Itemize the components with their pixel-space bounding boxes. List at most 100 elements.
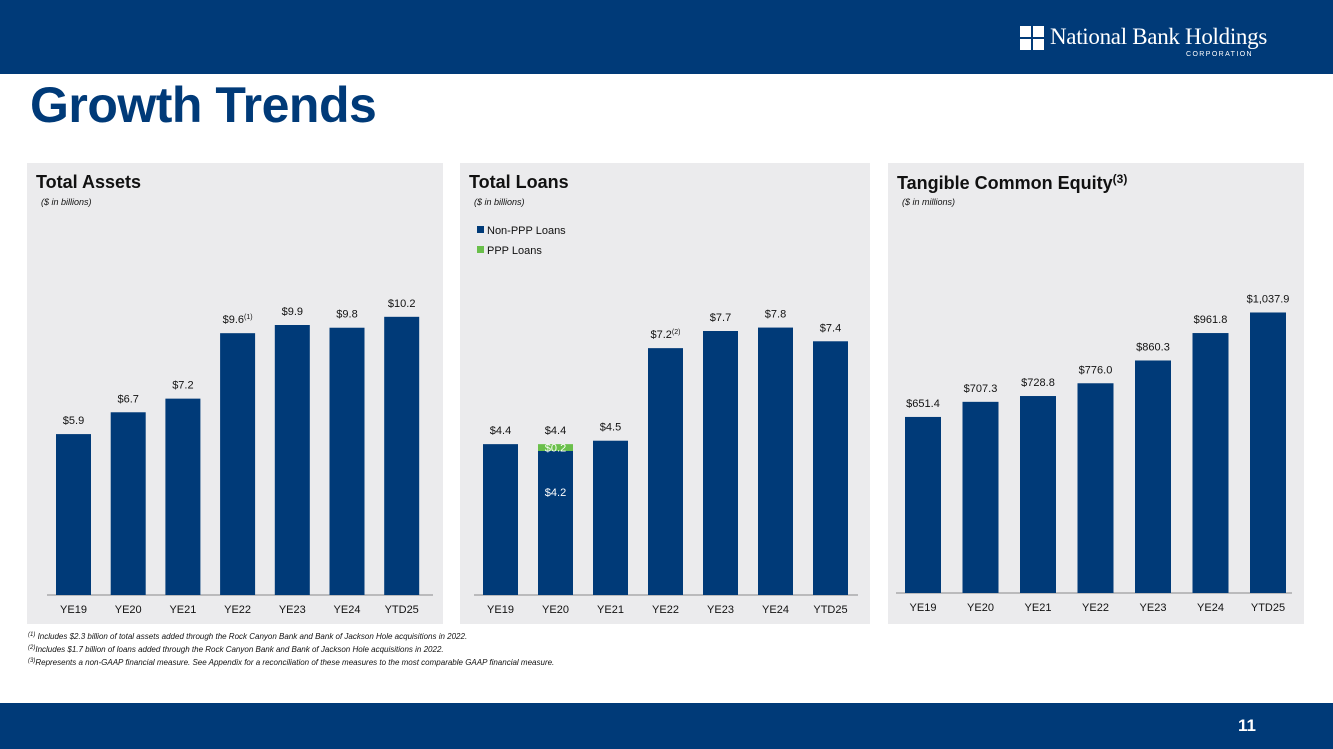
bar-total-label-ye24: $7.8 (765, 309, 786, 321)
bar-ye24 (329, 327, 365, 595)
x-tick-label-ye23: YE23 (279, 604, 306, 616)
total-loans-subtitle: ($ in billions) (474, 197, 525, 207)
total-assets-panel: Total Assets ($ in billions) $5.9 YE19 $6.… (27, 163, 443, 624)
footnote-3: (3)Represents a non-GAAP financial measu… (28, 658, 554, 671)
bar-ytd25 (1250, 312, 1286, 593)
logo-text: National Bank Holdings (1050, 24, 1267, 49)
x-tick-label-ye22: YE22 (652, 604, 679, 616)
bar-non-ppp-ye22 (648, 348, 683, 595)
bar-value-label-ye21: $728.8 (1021, 377, 1055, 389)
bar-value-label-ytd25: $1,037.9 (1247, 293, 1290, 305)
total-assets-title: Total Assets (36, 172, 142, 192)
tce-chart: $651.4 YE19 $707.3 YE20 $728.8 YE21 $776.0 YE22… (896, 293, 1292, 614)
x-tick-label-ye19: YE19 (910, 602, 937, 614)
legend-item-ppp: PPP Loans (477, 245, 566, 265)
legend-label-non-ppp: Non-PPP Loans (487, 225, 566, 237)
x-tick-label-ye22: YE22 (224, 604, 251, 616)
footnote-3-text: Represents a non-GAAP financial measure.… (35, 658, 555, 667)
bar-total-label-ye19: $4.4 (490, 425, 511, 437)
x-tick-label-ytd25: YTD25 (385, 604, 419, 616)
footnote-1-text: Includes $2.3 billion of total assets ad… (35, 632, 468, 641)
segment-label-ppp-ye20: $0.2 (545, 443, 566, 455)
x-tick-label-ye20: YE20 (967, 602, 994, 614)
total-loans-title: Total Loans (469, 172, 569, 192)
x-tick-label-ye24: YE24 (762, 604, 789, 616)
total-assets-subtitle: ($ in billions) (41, 197, 92, 207)
bar-ytd25 (384, 316, 420, 595)
total-loans-chart: $4.4 YE19 $4.4 YE20 $4.5 YE21 $7.2(2) YE22 $7.7 Y… (474, 309, 858, 616)
bar-non-ppp-ye21 (593, 440, 628, 595)
bar-total-label-ye20: $4.4 (545, 425, 566, 437)
tangible-common-equity-panel: Tangible Common Equity(3) ($ in millions… (888, 163, 1304, 624)
bar-total-label-ye21: $4.5 (600, 422, 621, 434)
x-tick-label-ye21: YE21 (597, 604, 624, 616)
x-tick-label-ytd25: YTD25 (813, 604, 847, 616)
footnote-1-mark: (1) (28, 632, 36, 638)
footer-band (0, 703, 1333, 749)
bar-ye19 (56, 434, 91, 595)
x-tick-label-ye21: YE21 (1025, 602, 1052, 614)
x-tick-label-ye22: YE22 (1082, 602, 1109, 614)
bar-value-label-ye22: $776.0 (1079, 364, 1113, 376)
bar-ye21 (1020, 396, 1056, 593)
total-loans-panel: Total Loans ($ in billions) Non-PPP Loan… (460, 163, 870, 624)
x-tick-label-ye20: YE20 (115, 604, 142, 616)
bar-ye23 (1135, 360, 1171, 593)
bar-value-label-ye19: $5.9 (63, 415, 84, 427)
bar-value-label-ye23: $9.9 (282, 306, 303, 318)
tce-title-text: Tangible Common Equity (897, 173, 1113, 193)
bar-value-label-ye20: $707.3 (964, 383, 998, 395)
bar-ppp-ye20 (538, 444, 573, 451)
total-assets-chart: $5.9 YE19 $6.7 YE20 $7.2 YE21 $9.6(1) YE22 $9.9 Y… (47, 298, 433, 616)
bar-non-ppp-ytd25 (813, 341, 848, 595)
header-band: National Bank Holdings CORPORATION (0, 0, 1333, 74)
tce-subtitle: ($ in millions) (902, 197, 956, 207)
bar-total-label-ytd25: $7.4 (820, 322, 841, 334)
bar-total-label-ye22: $7.2(2) (651, 329, 681, 341)
bar-value-label-ye20: $6.7 (117, 393, 138, 405)
bar-ye20 (110, 412, 146, 595)
bar-value-label-ye21: $7.2 (172, 380, 193, 392)
bar-value-label-ytd25: $10.2 (388, 298, 416, 310)
legend-item-non-ppp: Non-PPP Loans (477, 225, 566, 245)
page-number: 11 (1238, 716, 1256, 735)
bar-ye23 (274, 325, 310, 595)
total-loans-legend: Non-PPP Loans PPP Loans (477, 225, 566, 265)
bar-non-ppp-ye23 (703, 331, 738, 595)
x-tick-label-ye23: YE23 (1140, 602, 1167, 614)
bar-value-label-ye24: $961.8 (1194, 314, 1228, 326)
x-tick-label-ye24: YE24 (1197, 602, 1224, 614)
bar-value-label-ye19: $651.4 (906, 398, 940, 410)
logo-squares-icon (1020, 26, 1044, 50)
bar-non-ppp-ye24 (758, 327, 793, 595)
x-tick-label-ye20: YE20 (542, 604, 569, 616)
legend-swatch-ppp (477, 246, 484, 253)
bar-total-label-ye23: $7.7 (710, 312, 731, 324)
bar-value-label-ye24: $9.8 (336, 309, 357, 321)
footnote-2-mark: (2) (28, 645, 36, 651)
x-tick-label-ye24: YE24 (334, 604, 361, 616)
bar-non-ppp-ye20 (538, 451, 573, 595)
footnote-2: (2)Includes $1.7 billion of loans added … (28, 645, 554, 658)
bar-ye20 (962, 401, 999, 593)
footnote-1: (1) Includes $2.3 billion of total asset… (28, 632, 554, 645)
legend-label-ppp: PPP Loans (487, 245, 542, 257)
bar-ye22 (1077, 383, 1114, 593)
x-tick-label-ye21: YE21 (169, 604, 196, 616)
x-tick-label-ye23: YE23 (707, 604, 734, 616)
footnote-2-text: Includes $1.7 billion of loans added thr… (35, 645, 444, 654)
x-tick-label-ye19: YE19 (60, 604, 87, 616)
bar-ye19 (905, 416, 941, 593)
legend-swatch-non-ppp (477, 226, 484, 233)
bar-value-label-ye23: $860.3 (1136, 341, 1170, 353)
tce-title: Tangible Common Equity(3) (897, 172, 1127, 194)
x-tick-label-ytd25: YTD25 (1251, 602, 1285, 614)
segment-label-non-ppp-ye20: $4.2 (545, 487, 566, 499)
bar-ye22 (220, 333, 256, 595)
logo-subtext: CORPORATION (1186, 51, 1253, 58)
x-tick-label-ye19: YE19 (487, 604, 514, 616)
tce-title-note: (3) (1112, 172, 1128, 186)
footnote-3-mark: (3) (28, 658, 36, 664)
bar-ye21 (165, 398, 201, 595)
